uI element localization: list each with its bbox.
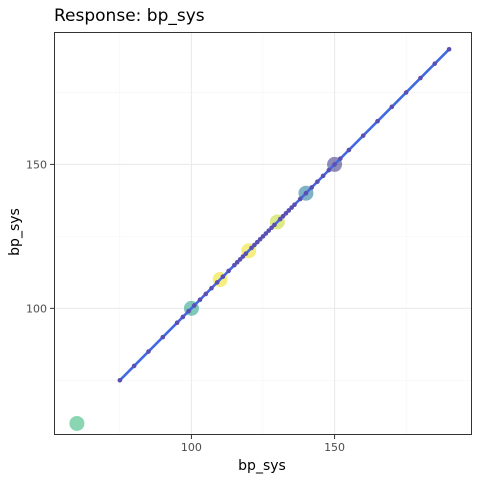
data-point bbox=[309, 185, 314, 190]
data-point bbox=[272, 222, 277, 228]
data-point bbox=[360, 133, 366, 138]
data-point bbox=[257, 236, 263, 242]
data-point bbox=[249, 245, 254, 251]
data-point bbox=[338, 156, 343, 161]
data-point bbox=[403, 90, 409, 95]
data-point bbox=[389, 104, 395, 110]
data-point bbox=[131, 363, 137, 369]
data-point bbox=[432, 61, 438, 66]
plot-panel-border bbox=[54, 32, 472, 435]
data-point bbox=[232, 262, 237, 268]
data-point bbox=[237, 257, 243, 262]
data-point bbox=[186, 308, 191, 314]
x-tick-label: 100 bbox=[181, 441, 202, 454]
chart-title: Response: bp_sys bbox=[54, 6, 205, 26]
data-point bbox=[315, 179, 320, 184]
data-point bbox=[286, 208, 292, 213]
data-point bbox=[303, 190, 309, 196]
data-point bbox=[346, 147, 352, 153]
data-point bbox=[260, 234, 266, 239]
data-point bbox=[160, 334, 166, 340]
data-point bbox=[254, 239, 260, 245]
data-point bbox=[320, 173, 326, 179]
data-point bbox=[289, 205, 294, 210]
x-axis-title: bp_sys bbox=[238, 458, 286, 474]
data-point bbox=[117, 378, 123, 383]
data-point bbox=[146, 349, 151, 354]
data-point bbox=[283, 211, 289, 216]
data-point bbox=[240, 254, 246, 259]
data-point bbox=[277, 216, 283, 222]
y-tick-label: 150 bbox=[26, 158, 47, 171]
y-axis-title: bp_sys bbox=[7, 208, 23, 256]
data-point bbox=[280, 213, 286, 219]
y-tick-label: 100 bbox=[26, 302, 47, 315]
data-point bbox=[220, 274, 226, 279]
data-point bbox=[269, 225, 274, 231]
data-points bbox=[117, 46, 452, 383]
data-point bbox=[209, 285, 214, 291]
data-point bbox=[214, 280, 220, 285]
data-point bbox=[375, 118, 380, 124]
axis-ticks: 100 150 100 150 bbox=[26, 158, 345, 454]
data-point bbox=[226, 268, 231, 274]
data-point bbox=[180, 314, 186, 320]
data-point bbox=[332, 162, 337, 167]
data-point bbox=[197, 297, 203, 303]
data-point bbox=[234, 259, 240, 265]
grid bbox=[54, 32, 472, 435]
highlight-point bbox=[69, 415, 85, 431]
data-point bbox=[243, 251, 249, 256]
data-point bbox=[418, 75, 423, 81]
data-point bbox=[252, 242, 257, 248]
data-point bbox=[266, 228, 272, 233]
x-tick-label: 150 bbox=[324, 441, 345, 454]
data-point bbox=[297, 196, 303, 202]
data-point bbox=[203, 291, 209, 297]
data-point bbox=[191, 303, 197, 308]
data-point bbox=[446, 46, 452, 52]
data-point bbox=[263, 231, 269, 236]
data-point bbox=[326, 167, 332, 173]
data-point bbox=[292, 202, 297, 208]
data-point bbox=[174, 320, 180, 326]
